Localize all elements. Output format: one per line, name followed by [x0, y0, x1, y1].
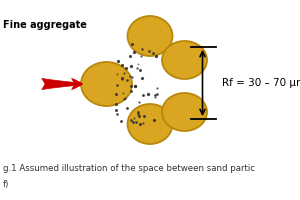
Ellipse shape — [128, 16, 172, 56]
Ellipse shape — [81, 62, 132, 106]
Ellipse shape — [162, 41, 207, 79]
Text: f): f) — [3, 180, 9, 189]
Text: Fine aggregate: Fine aggregate — [3, 20, 87, 30]
Ellipse shape — [162, 93, 207, 131]
Text: Rf = 30 – 70 μm: Rf = 30 – 70 μm — [222, 78, 300, 88]
Ellipse shape — [128, 104, 172, 144]
Text: g.1 Assumed illustration of the space between sand partic: g.1 Assumed illustration of the space be… — [3, 164, 255, 173]
